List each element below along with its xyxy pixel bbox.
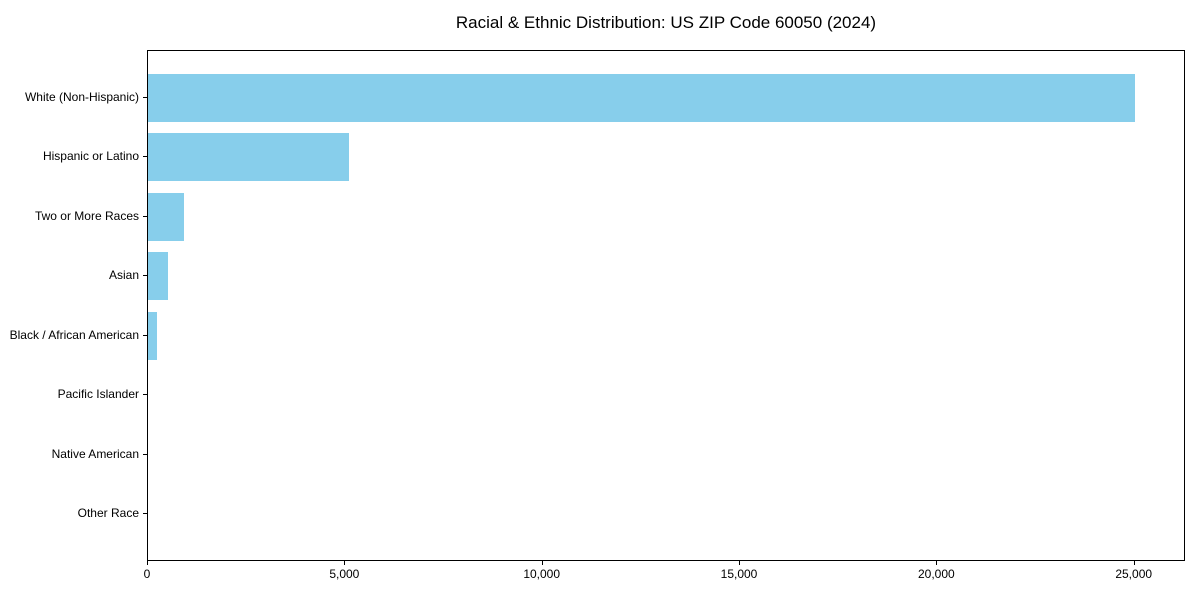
x-tick-mark	[541, 561, 543, 565]
x-tick-mark	[739, 561, 740, 565]
y-tick-mark	[143, 513, 147, 514]
y-tick-label: Pacific Islander	[57, 387, 139, 401]
x-tick-label: 20,000	[917, 567, 955, 581]
y-tick-label: Asian	[108, 268, 139, 282]
y-tick-mark	[143, 96, 147, 98]
y-tick-label: Black / African American	[9, 327, 139, 342]
bar	[148, 133, 349, 181]
chart-title: Racial & Ethnic Distribution: US ZIP Cod…	[455, 13, 877, 32]
y-tick-mark	[143, 275, 147, 276]
x-tick-mark	[1133, 561, 1135, 565]
bar	[148, 252, 169, 300]
y-tick-mark	[143, 215, 147, 217]
y-tick-label: White (Non-Hispanic)	[24, 89, 139, 104]
y-tick-label: Native American	[51, 446, 139, 461]
x-tick-label: 25,000	[1115, 567, 1153, 581]
x-tick-label: 10,000	[523, 567, 561, 581]
x-tick-mark	[344, 561, 346, 565]
y-tick-label: Two or More Races	[34, 208, 139, 223]
y-tick-mark	[143, 156, 147, 157]
bar	[148, 73, 1135, 122]
y-tick-mark	[143, 453, 147, 455]
x-tick-label: 5,000	[329, 567, 360, 581]
bar	[148, 192, 184, 241]
y-tick-mark	[143, 334, 147, 336]
y-tick-mark	[143, 394, 147, 395]
x-tick-mark	[147, 561, 148, 565]
bar	[148, 311, 158, 360]
x-tick-label: 15,000	[720, 567, 758, 581]
plot-area	[147, 50, 1185, 561]
y-tick-label: Hispanic or Latino	[42, 149, 139, 163]
x-tick-mark	[936, 561, 938, 565]
y-tick-label: Other Race	[77, 506, 139, 520]
x-tick-label: 0	[143, 567, 151, 581]
